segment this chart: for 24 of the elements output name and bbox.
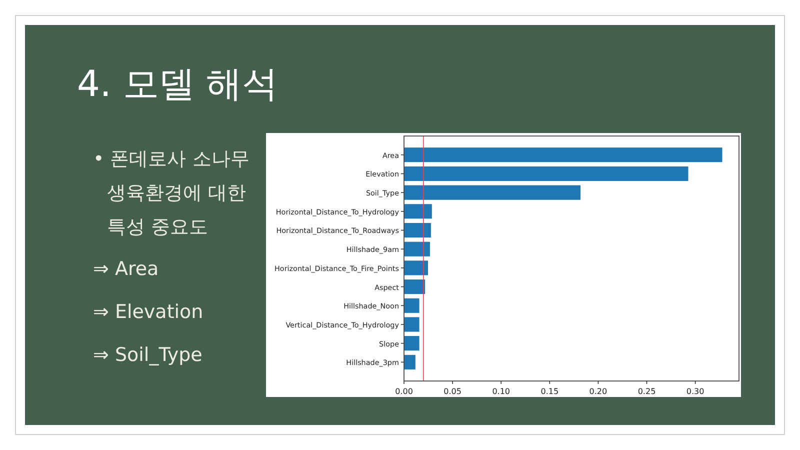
bar (404, 336, 420, 352)
x-tick-label: 0.05 (444, 387, 462, 396)
x-tick-label: 0.25 (638, 387, 656, 396)
x-tick-label: 0.15 (540, 387, 559, 396)
bar (404, 298, 420, 314)
bar (404, 260, 429, 276)
bar (404, 354, 416, 370)
bar (404, 166, 689, 182)
text: ⇒ Area (93, 258, 159, 280)
text: • 폰데로사 소나무 생육환경에 대한 특성 중요도 (93, 147, 250, 240)
bar (404, 241, 430, 257)
text: ⇒ Elevation (93, 301, 204, 323)
bar (404, 316, 420, 332)
x-tick-label: 0.30 (686, 387, 704, 396)
bar (404, 184, 581, 200)
text: ⇒ Soil_Type (93, 344, 202, 366)
x-tick-label: 0.00 (395, 387, 413, 396)
text: 4. 모델 해석 (77, 63, 278, 107)
x-tick-label: 0.10 (492, 387, 510, 396)
bar (404, 278, 426, 295)
bar (404, 204, 432, 220)
bar (404, 222, 432, 238)
x-tick-label: 0.20 (589, 387, 608, 396)
bar (404, 147, 723, 163)
